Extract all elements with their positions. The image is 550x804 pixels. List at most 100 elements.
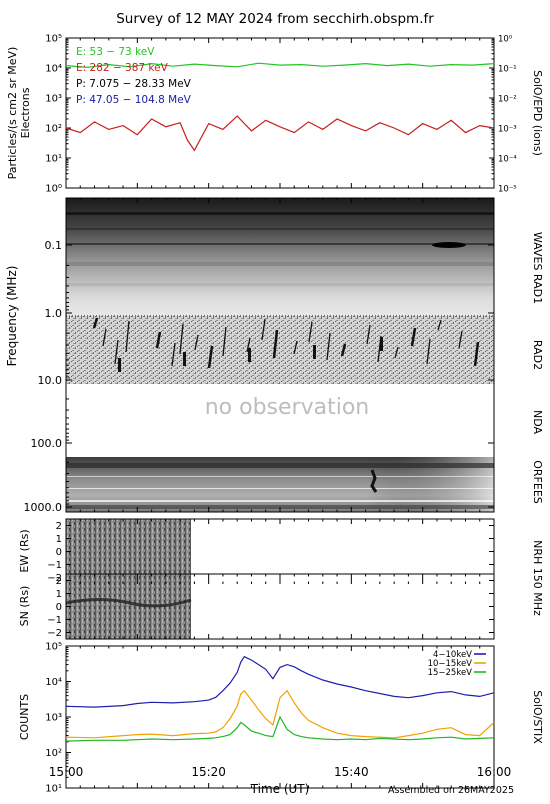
radio-y-ticks: 0.1 1.0 10.0 100.0 1000.0 — [24, 239, 494, 514]
rad2-burst-block — [248, 348, 251, 362]
rad2-burst-streak — [102, 328, 107, 347]
nrh-y-tick-label: −1 — [47, 560, 62, 571]
rad2-burst-streak — [261, 318, 266, 341]
rad2-burst-streak — [394, 346, 399, 359]
radio-y-tick-label: 1000.0 — [24, 501, 63, 514]
y-tick-label: 10⁵ — [45, 642, 62, 653]
stix-series-line — [65, 655, 495, 708]
rad2-burst-streak — [326, 332, 331, 361]
y-tick-label: 10³ — [45, 94, 62, 105]
rad1-burst — [432, 242, 466, 248]
legend-entry: P: 47.05 − 104.8 MeV — [76, 94, 192, 106]
y-tick-label: 10⁰ — [498, 35, 513, 45]
time-tick-label: 15:00 — [49, 765, 84, 779]
time-axis-labels: 15:00 15:20 15:40 16:00 — [49, 765, 512, 779]
y-tick-label: 10² — [45, 124, 62, 135]
radio-y-tick-label: 10.0 — [38, 374, 63, 387]
rad2-burst-block — [118, 358, 121, 372]
y-tick-label: 10² — [45, 748, 62, 759]
radio-panel: no observation 0.1 1.0 10.0 100.0 1000.0 Fre… — [5, 197, 544, 514]
rad2-burst-streak — [125, 320, 130, 353]
stix-series — [65, 655, 495, 742]
stix-legend-label: 4−10keV — [433, 650, 472, 660]
rad2-burst-streak — [272, 329, 279, 359]
no-observation-label: no observation — [205, 395, 370, 420]
particles-legend: E: 53 − 73 keV E: 282 − 387 keV P: 7.075… — [76, 46, 192, 106]
rad2-burst-streak — [410, 327, 417, 347]
stix-right-label: SolO/STIX — [531, 690, 544, 744]
nrh-y-tick-label: −1 — [47, 615, 62, 626]
nrh-y-tick-label: 2 — [56, 521, 62, 532]
rad2-burst-block — [313, 345, 316, 359]
nrh-ew-panel: −2 −1 0 1 2 EW (Rs) — [18, 518, 495, 585]
nrh-sn-panel: −2 −1 0 1 2 SN (Rs) NRH 150 MHz — [18, 540, 544, 640]
time-axis-ticks — [65, 38, 495, 788]
stix-legend-label: 10−15keV — [428, 659, 473, 669]
rad1-spectrogram — [66, 198, 494, 316]
nrh-sn-sun-band — [65, 598, 192, 608]
rad2-burst-streak — [473, 341, 480, 367]
y-tick-label: 10⁻¹ — [498, 65, 517, 75]
radio-y-tick-label: 100.0 — [31, 437, 63, 450]
radio-y-tick-label: 1.0 — [45, 307, 63, 320]
y-tick-label: 10⁻⁴ — [498, 155, 517, 165]
nrh-y-tick-label: 1 — [56, 534, 62, 545]
assembled-footer: Assembled on 26MAY2025 — [388, 785, 514, 796]
legend-entry: E: 53 − 73 keV — [76, 46, 155, 58]
rad2-burst-streak — [114, 339, 119, 365]
y-tick-label: 10⁴ — [45, 677, 62, 688]
time-tick-label: 15:20 — [191, 765, 226, 779]
y-tick-label: 10⁵ — [45, 34, 62, 45]
nrh-y-tick-label: 0 — [56, 602, 62, 613]
particles-series — [65, 62, 495, 152]
rad2-bursts — [92, 317, 480, 372]
nrh-y-tick-label: −2 — [47, 628, 62, 639]
stix-series-line — [65, 715, 495, 742]
rad2-burst-streak — [179, 323, 184, 355]
particles-ylabel: Particles/(s cm2 sr MeV) — [6, 47, 19, 180]
y-tick-label: 10⁻⁵ — [498, 185, 517, 195]
particle-series-line — [65, 62, 495, 69]
rad2-burst-streak — [222, 326, 227, 357]
nrh-right-label: NRH 150 MHz — [531, 540, 544, 616]
nrh-sn-ylabel: SN (Rs) — [18, 586, 31, 627]
radio-y-tick-label: 0.1 — [45, 239, 63, 252]
rad2-burst-streak — [293, 340, 298, 355]
nrh-y-tick-label: 0 — [56, 547, 62, 558]
y-tick-label: 10¹ — [45, 154, 62, 165]
rad2-burst-block — [183, 352, 186, 366]
stix-legend-label: 15−25keV — [428, 668, 473, 678]
radio-right-label-nda: NDA — [531, 410, 544, 435]
y-tick-label: 10⁰ — [45, 184, 62, 195]
nrh-y-tick-label: −2 — [47, 573, 62, 584]
y-tick-label: 10⁻² — [498, 95, 517, 105]
stix-ylabel: COUNTS — [18, 694, 31, 740]
particles-y-ticks: 10⁰ 10¹ 10² 10³ 10⁴ 10⁵ — [45, 34, 71, 195]
particles-ylabel2: Electrons — [19, 87, 32, 138]
nrh-sn-image — [66, 574, 191, 639]
stix-series-line — [65, 689, 495, 739]
nrh-sn-y-ticks: −2 −1 0 1 2 — [47, 576, 494, 639]
radio-ylabel: Frequency (MHz) — [5, 266, 19, 367]
y-tick-label: 10¹ — [45, 784, 62, 795]
rad2-burst-streak — [171, 342, 176, 367]
rad2-burst-streak — [308, 321, 313, 343]
figure-title: Survey of 12 MAY 2024 from secchirh.obsp… — [116, 11, 434, 27]
nrh-y-tick-label: 1 — [56, 589, 62, 600]
rad2-burst-streak — [426, 338, 431, 365]
rad2-burst-block — [380, 337, 383, 351]
particles-right-label: SolO/EPD (ions) — [531, 70, 544, 156]
radio-right-label-rad2: RAD2 — [531, 340, 544, 370]
particle-series-line — [65, 115, 495, 152]
rad2-burst-streak — [366, 324, 371, 345]
radio-right-label-rad1: WAVES RAD1 — [531, 232, 544, 304]
rad2-burst-streak — [92, 317, 99, 329]
nrh-ew-ylabel: EW (Rs) — [18, 529, 31, 572]
orfees-burst — [370, 469, 378, 493]
radio-right-label-orfees: ORFEES — [531, 460, 544, 504]
rad2-burst-streak — [340, 343, 347, 357]
rad2-burst-streak — [458, 330, 463, 349]
